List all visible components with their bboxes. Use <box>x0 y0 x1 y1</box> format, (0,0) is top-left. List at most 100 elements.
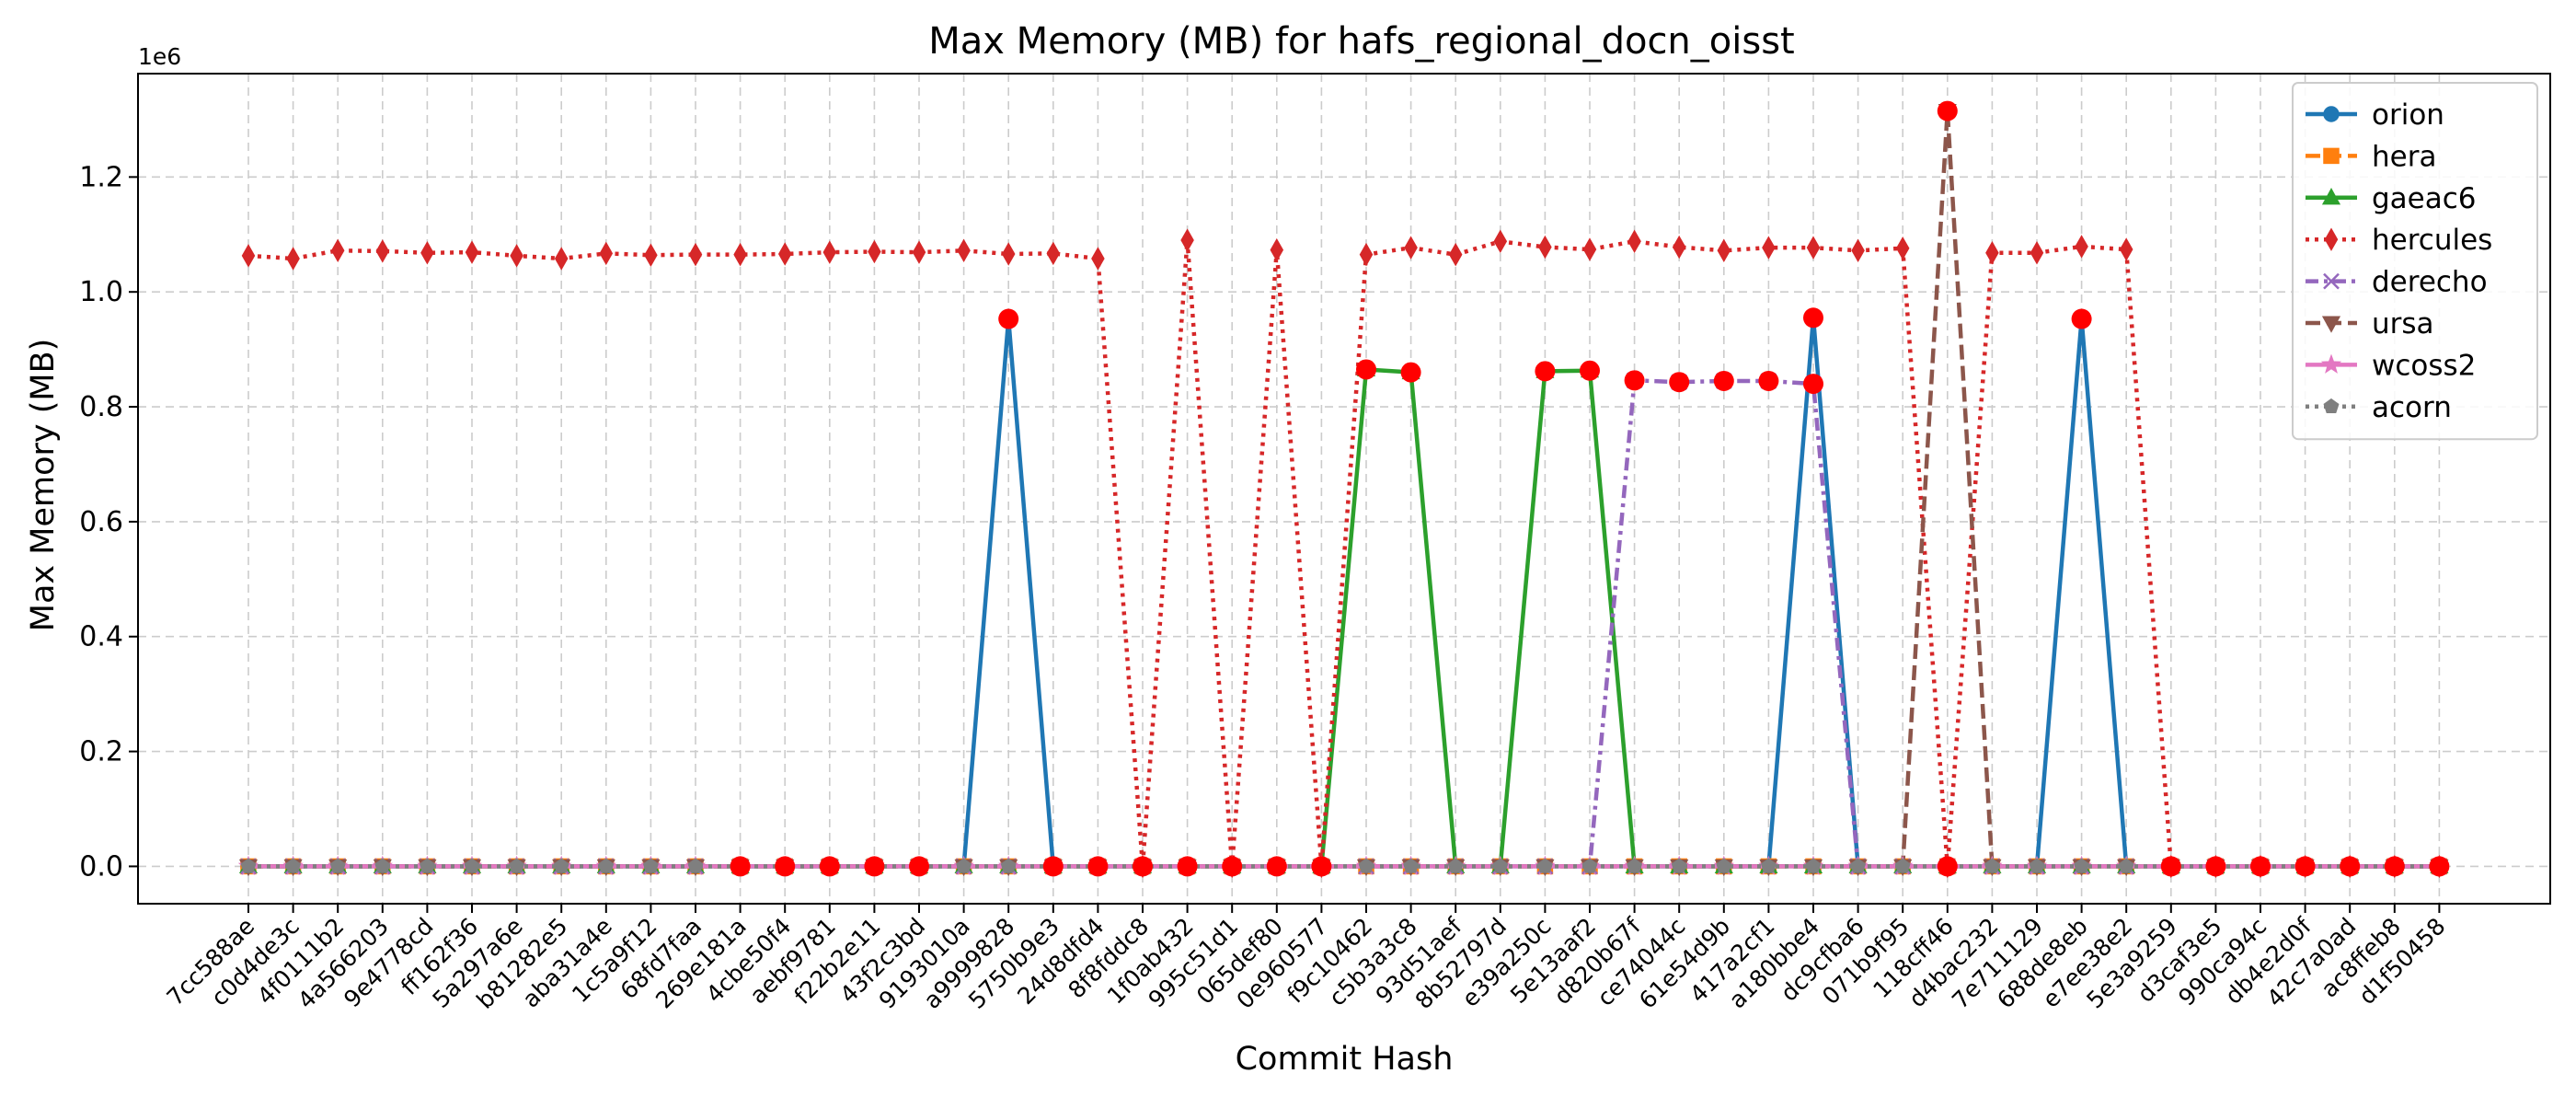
legend-item-derecho: derecho <box>2306 266 2488 299</box>
legend-label: gaeac6 <box>2372 182 2477 215</box>
data-point-hercules <box>868 239 881 264</box>
data-point-acorn <box>1536 858 1553 873</box>
legend-marker <box>2323 272 2340 290</box>
data-point-acorn <box>419 858 435 873</box>
data-point-hercules <box>733 242 747 267</box>
data-point-acorn <box>1894 858 1911 873</box>
legend-item-hera: hera <box>2306 140 2436 173</box>
legend: orion hera gaeac6 hercules derecho ursa wcoss2… <box>2292 82 2538 441</box>
highlight-point <box>2250 856 2271 877</box>
highlight-point <box>1266 856 1287 877</box>
series-line-ursa <box>248 109 2440 869</box>
data-point-acorn <box>1492 858 1509 873</box>
highlight-point <box>1311 856 1332 877</box>
data-point-hercules <box>1359 242 1374 267</box>
data-point-hercules <box>1448 242 1463 267</box>
data-point-hercules <box>644 243 658 267</box>
y-tick-label: 1.2 <box>79 161 123 193</box>
data-point-acorn <box>1581 858 1598 873</box>
highlight-point <box>1356 359 1376 380</box>
legend-item-wcoss2: wcoss2 <box>2306 349 2476 382</box>
series-hercules <box>241 228 2446 879</box>
data-point-acorn <box>2074 858 2090 873</box>
data-point-hercules <box>1538 235 1552 260</box>
legend-marker <box>2323 106 2340 122</box>
highlight-point <box>819 856 840 877</box>
grid-lines <box>138 74 2550 904</box>
legend-box <box>2292 82 2538 441</box>
data-point-hercules <box>1404 236 1418 260</box>
data-point-acorn <box>1403 858 1420 873</box>
data-point-acorn <box>1805 858 1822 873</box>
legend-marker <box>2320 353 2342 374</box>
data-point-hercules <box>777 242 792 266</box>
legend-item-hercules: hercules <box>2306 224 2492 257</box>
legend-marker <box>2323 398 2340 414</box>
x-axis-label: Commit Hash <box>1236 1041 1454 1078</box>
highlight-point <box>1758 370 1779 391</box>
highlight-point <box>2205 856 2226 877</box>
highlight-point <box>1580 360 1600 381</box>
data-point-hercules <box>286 247 300 271</box>
chart-title: Max Memory (MB) for hafs_regional_docn_o… <box>928 20 1794 63</box>
data-point-acorn <box>374 858 391 873</box>
y-axis-label: Max Memory (MB) <box>25 339 62 631</box>
data-point-acorn <box>1984 858 2000 873</box>
data-point-acorn <box>1627 858 1643 873</box>
data-point-hercules <box>1091 247 1105 271</box>
highlight-point <box>1133 856 1153 877</box>
data-point-acorn <box>464 858 480 873</box>
highlight-point <box>730 856 751 877</box>
highlight-point <box>864 856 885 877</box>
data-point-hercules <box>1180 228 1194 252</box>
series-gaeac6 <box>238 359 2449 873</box>
legend-label: derecho <box>2372 266 2488 299</box>
data-point-hercules <box>1895 237 1910 260</box>
legend-marker <box>2321 316 2341 333</box>
legend-marker <box>2321 188 2341 205</box>
data-point-hercules <box>1001 242 1016 266</box>
data-point-acorn <box>1671 858 1687 873</box>
highlight-point <box>2340 856 2361 877</box>
data-point-hercules <box>1985 241 1999 265</box>
legend-label: hercules <box>2372 224 2492 257</box>
legend-item-gaeac6: gaeac6 <box>2306 182 2477 215</box>
data-point-acorn <box>2118 858 2134 873</box>
x-axis-ticks: 7cc588aec0d4de3c4f0111b24a5662039e4778cd… <box>162 904 2451 1014</box>
highlight-point <box>1535 361 1556 382</box>
legend-item-ursa: ursa <box>2306 307 2434 340</box>
data-point-hercules <box>912 240 926 264</box>
data-point-hercules <box>822 240 837 264</box>
y-tick-label: 0.2 <box>79 736 123 768</box>
y-tick-label: 0.6 <box>79 506 123 538</box>
data-point-hercules <box>420 241 434 265</box>
highlight-point <box>1803 374 1823 395</box>
data-point-hercules <box>1717 238 1731 262</box>
data-point-hercules <box>1851 238 1865 262</box>
series-lines <box>237 104 2450 879</box>
highlight-point <box>1937 856 1958 877</box>
legend-item-orion: orion <box>2306 98 2444 132</box>
highlight-point <box>1713 370 1734 391</box>
data-point-hercules <box>599 241 614 266</box>
data-point-hercules <box>1806 236 1821 260</box>
highlight-point <box>1042 856 1064 877</box>
data-point-hercules <box>554 247 569 271</box>
y-tick-label: 0.0 <box>79 850 123 883</box>
highlight-point <box>909 856 929 877</box>
data-point-acorn <box>285 858 302 873</box>
plot-area-frame <box>137 73 2551 905</box>
data-point-hercules <box>2030 241 2044 265</box>
data-point-hercules <box>688 242 703 267</box>
data-point-acorn <box>598 858 615 873</box>
data-point-acorn <box>1000 858 1017 873</box>
legend-marker <box>2324 227 2339 251</box>
legend-label: orion <box>2372 98 2444 132</box>
data-point-acorn <box>1850 858 1867 873</box>
data-point-acorn <box>1760 858 1777 873</box>
y-tick-label: 1.0 <box>79 276 123 308</box>
y-tick-label: 0.8 <box>79 391 123 423</box>
highlight-point <box>1803 307 1823 329</box>
